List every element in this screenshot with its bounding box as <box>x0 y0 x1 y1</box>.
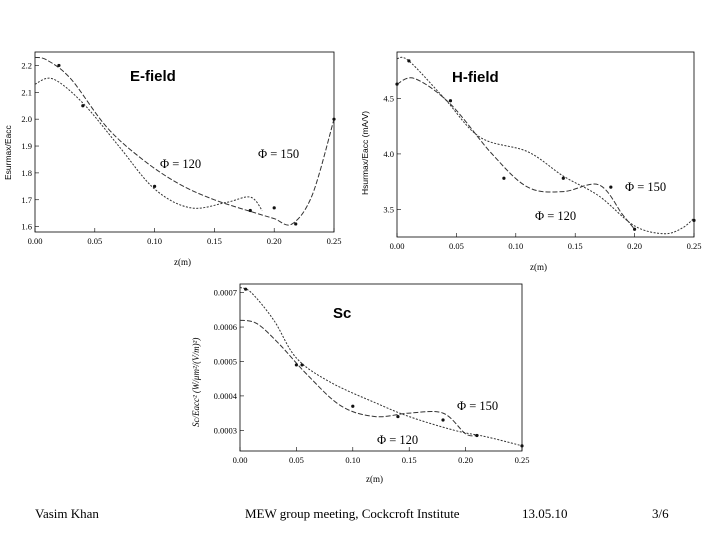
hfield-xtick-label: 0.20 <box>627 241 642 251</box>
hfield-chart: 0.00 0.05 0.10 0.15 0.20 0.25 3.5 4.0 4.5 H-fiel… <box>360 51 702 272</box>
efield-series-line <box>34 56 335 226</box>
efield-xtick-label: 0.05 <box>87 236 102 246</box>
sc-series-line <box>239 319 477 437</box>
efield-title: E-field <box>130 68 176 85</box>
hfield-data-point <box>633 227 637 231</box>
efield-xtick-label: 0.10 <box>147 236 162 246</box>
efield-data-point <box>332 117 336 121</box>
sc-data-point <box>396 414 400 419</box>
efield-ytick-label: 2.1 <box>21 87 32 97</box>
hfield-title: H-field <box>452 69 499 86</box>
efield-xtick-label: 0.20 <box>267 236 282 246</box>
sc-xtick-label: 0.25 <box>515 455 530 465</box>
efield-xlabel: z(m) <box>174 257 191 267</box>
sc-annotation-phi120: Φ = 120 <box>377 433 418 447</box>
hfield-xtick-label: 0.15 <box>568 241 583 251</box>
hfield-ytick-label: 4.5 <box>383 94 394 104</box>
sc-panel: 0.00 0.05 0.10 0.15 0.20 0.25 0.0003 0.0004 0.00… <box>185 277 530 492</box>
hfield-xtick-label: 0.25 <box>687 241 702 251</box>
efield-data-point <box>294 222 298 226</box>
hfield-data-point <box>561 176 565 180</box>
efield-data-point <box>153 184 157 188</box>
sc-data-point <box>475 433 479 438</box>
efield-ylabel: Esurmax/Eacc <box>3 124 13 180</box>
hfield-xtick-label: 0.00 <box>390 241 405 251</box>
hfield-xlabel: z(m) <box>530 262 547 272</box>
efield-ytick-label: 1.8 <box>21 168 32 178</box>
sc-xtick-label: 0.20 <box>458 455 473 465</box>
footer-date: 13.05.10 <box>522 506 568 521</box>
sc-ytick-label: 0.0007 <box>214 288 237 298</box>
efield-data-point <box>248 208 252 213</box>
sc-xtick-label: 0.15 <box>402 455 417 465</box>
sc-xtick-label: 0.05 <box>289 455 304 465</box>
hfield-data-point <box>692 218 696 222</box>
sc-data-point <box>294 363 298 367</box>
sc-title: Sc <box>333 305 351 322</box>
efield-annotation-phi150: Φ = 150 <box>258 147 299 161</box>
sc-chart: 0.00 0.05 0.10 0.15 0.20 0.25 0.0003 0.0004 0.00… <box>191 283 530 484</box>
efield-xtick-label: 0.00 <box>28 236 43 246</box>
sc-annotation-phi150: Φ = 150 <box>457 399 498 413</box>
sc-xtick-label: 0.00 <box>233 455 248 465</box>
hfield-data-point <box>448 99 453 103</box>
sc-ytick-label: 0.0004 <box>214 391 238 401</box>
sc-series-line <box>239 286 523 447</box>
footer-event: MEW group meeting, Cockcroft Institute <box>245 506 460 521</box>
efield-ytick-label: 1.6 <box>21 222 32 232</box>
sc-ylabel: Sc/Eacc² (W/μm²/(V/m)²) <box>191 338 201 427</box>
efield-xtick-label: 0.25 <box>327 236 342 246</box>
footer-page: 3/6 <box>652 506 669 521</box>
hfield-ylabel: Hsurmax/Eacc (mA/V) <box>360 111 370 195</box>
hfield-ytick-label: 4.0 <box>383 149 394 159</box>
hfield-xtick-label: 0.05 <box>449 241 464 251</box>
efield-series-line <box>34 77 263 211</box>
sc-xtick-label: 0.10 <box>345 455 360 465</box>
efield-ytick-label: 2.0 <box>21 114 32 124</box>
efield-annotation-phi120: Φ = 120 <box>160 157 201 171</box>
hfield-data-point <box>395 82 399 86</box>
hfield-xtick-label: 0.10 <box>508 241 523 251</box>
hfield-series-line <box>396 77 635 230</box>
efield-chart: 0.00 0.05 0.10 0.15 0.20 0.25 1.6 1.7 1.8 1.9 2.0 2… <box>3 51 342 267</box>
efield-xtick-label: 0.15 <box>207 236 222 246</box>
sc-xlabel: z(m) <box>366 474 383 484</box>
sc-data-point <box>351 404 355 408</box>
footer-author: Vasim Khan <box>35 506 99 521</box>
hfield-data-point <box>609 185 613 189</box>
sc-ytick-label: 0.0005 <box>214 356 237 366</box>
sc-data-point <box>300 363 304 367</box>
sc-ytick-label: 0.0006 <box>214 322 237 332</box>
efield-panel: 0.00 0.05 0.10 0.15 0.20 0.25 1.6 1.7 1.8 1.9 2.0 2… <box>0 40 345 272</box>
sc-data-point <box>244 287 248 291</box>
sc-data-point <box>441 418 445 422</box>
efield-data-point <box>81 104 85 108</box>
hfield-panel: 0.00 0.05 0.10 0.15 0.20 0.25 3.5 4.0 4.5 H-fiel… <box>355 40 720 280</box>
hfield-ytick-label: 3.5 <box>383 204 394 214</box>
efield-data-point <box>57 63 61 68</box>
hfield-data-point <box>502 176 506 180</box>
sc-data-point <box>520 444 524 448</box>
efield-data-point <box>272 206 276 210</box>
sc-ytick-label: 0.0003 <box>214 425 237 435</box>
efield-ytick-label: 1.7 <box>21 195 32 205</box>
hfield-annotation-phi150: Φ = 150 <box>625 180 666 194</box>
efield-ytick-label: 1.9 <box>21 141 32 151</box>
hfield-series-line <box>396 56 695 235</box>
hfield-data-point <box>407 59 411 63</box>
efield-ytick-label: 2.2 <box>21 60 32 70</box>
hfield-annotation-phi120: Φ = 120 <box>535 209 576 223</box>
